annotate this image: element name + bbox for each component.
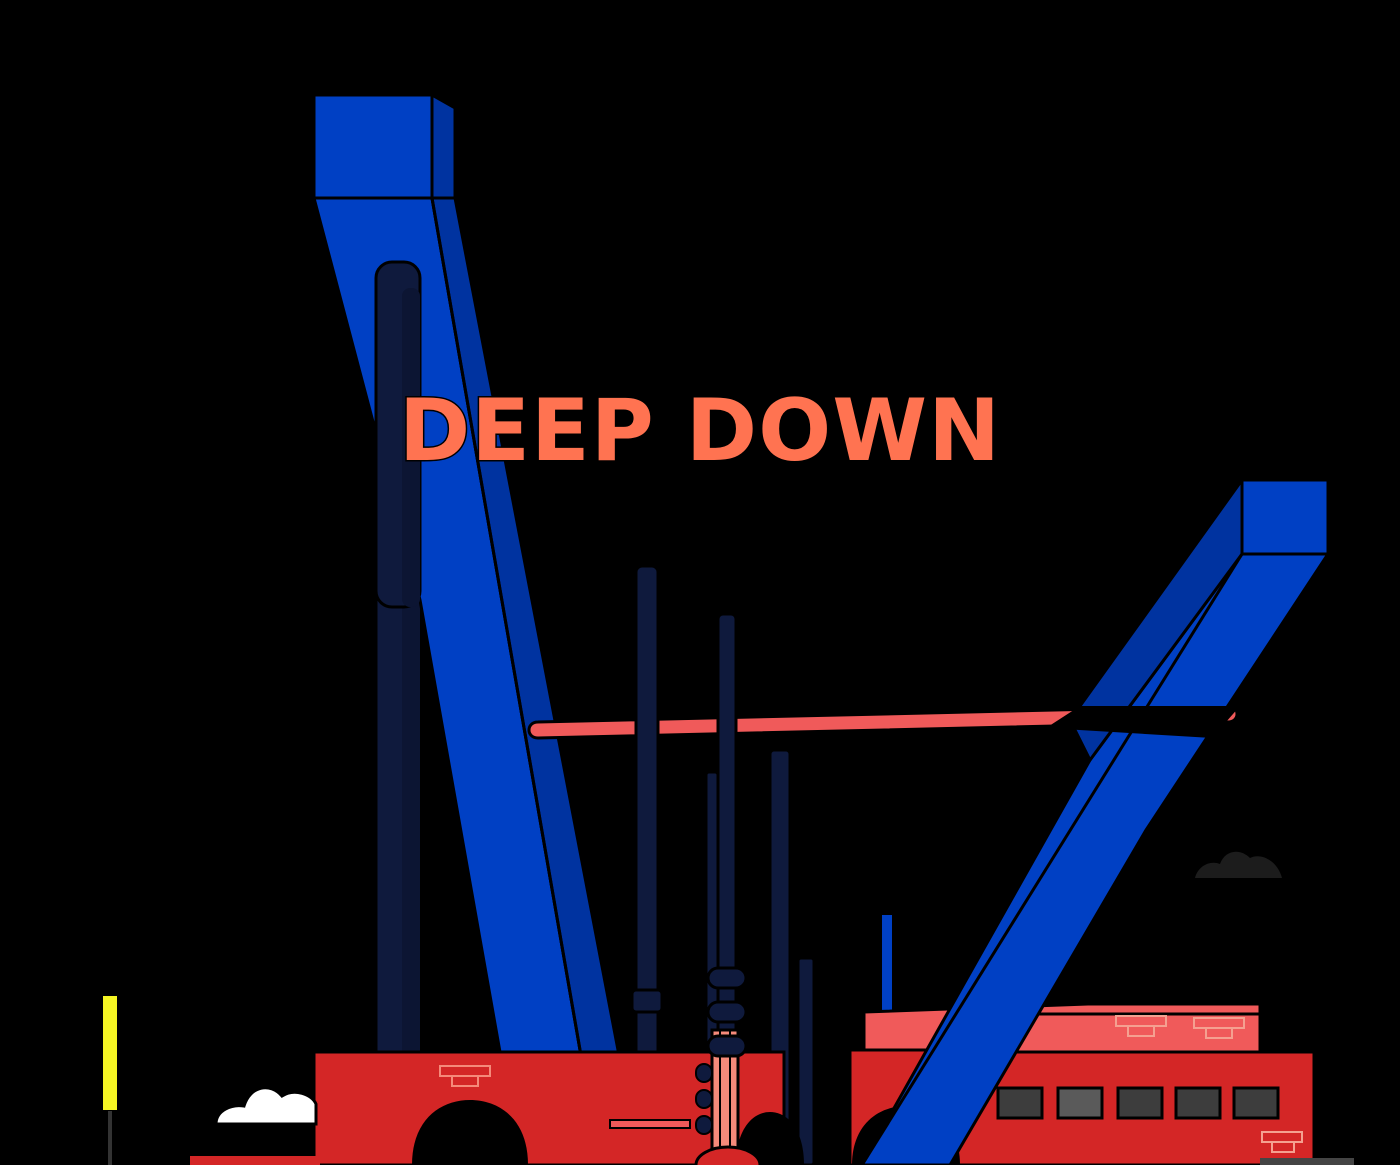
beam-crossbar: [1046, 706, 1240, 738]
middle-pole-5: [796, 956, 816, 1165]
factory-windows: [996, 1086, 1280, 1120]
white-cloud: [214, 1086, 318, 1126]
left-blue-beam: [312, 92, 642, 1165]
middle-pole-1: [634, 564, 660, 1165]
dark-cloud: [1195, 851, 1282, 878]
yellow-light-post: [101, 994, 119, 1112]
page-title: DEEP DOWN: [397, 381, 1002, 481]
machine-column: [694, 966, 762, 1165]
